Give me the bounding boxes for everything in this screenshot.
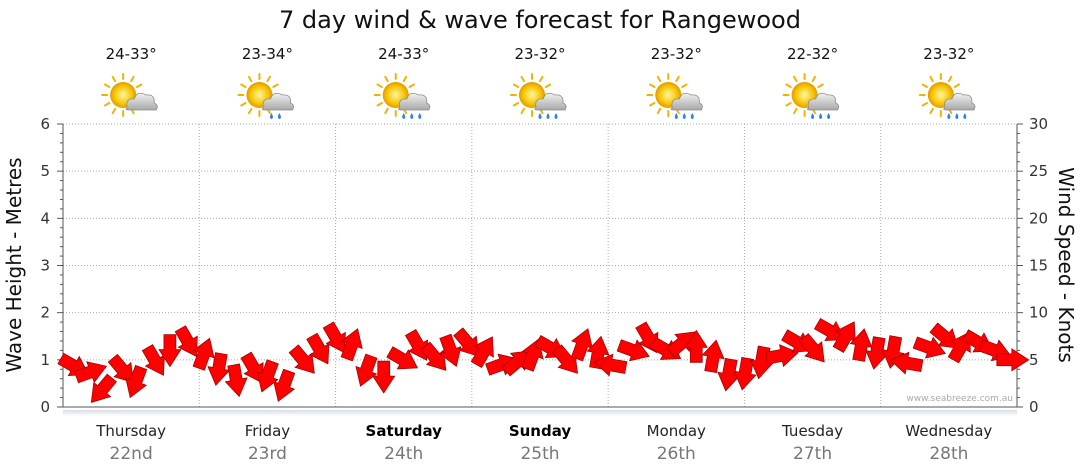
- temperature-range: 23-32°: [514, 45, 565, 63]
- day-date-label: 24th: [384, 444, 423, 464]
- wind-arrow: [701, 339, 725, 374]
- showers-icon: [510, 73, 567, 119]
- y-left-tick-label: 5: [40, 162, 50, 180]
- wind-arrow: [616, 339, 650, 362]
- wind-arrow: [593, 353, 628, 377]
- wind-arrow: [256, 359, 279, 393]
- credit-text: www.seabreeze.com.au: [906, 394, 1013, 404]
- y-right-tick-label: 0: [1029, 398, 1039, 416]
- temperature-range: 24-33°: [378, 45, 429, 63]
- wave-height-axis: 0 1 2 3 4 5 6: [40, 115, 64, 416]
- chart-title: 7 day wind & wave forecast for Rangewood: [279, 6, 801, 34]
- showers-icon: [782, 73, 840, 119]
- wind-arrow: [765, 344, 799, 368]
- plot-floor: [63, 410, 1017, 416]
- wind-arrow: [666, 331, 696, 358]
- wind-arrow: [355, 353, 378, 387]
- wind-arrow: [832, 321, 856, 353]
- wind-arrow: [386, 346, 419, 370]
- y-left-tick-label: 6: [40, 115, 50, 133]
- wind-arrow: [586, 335, 610, 370]
- temperature-range: 23-34°: [242, 45, 293, 63]
- day-name-label: Thursday: [95, 422, 166, 440]
- showers-icon: [646, 73, 703, 119]
- showers-icon: [373, 73, 431, 119]
- wind-arrow: [90, 373, 117, 404]
- y-right-tick-label: 30: [1029, 115, 1048, 133]
- wind-arrow: [717, 357, 741, 392]
- wind-arrow: [288, 344, 315, 374]
- wind-arrow: [570, 328, 593, 362]
- wind-arrow: [551, 344, 578, 374]
- wind-speed-axis: 0 5 10 15 20 25 30: [1016, 115, 1048, 416]
- y-right-label: Wind Speed - Knots: [1054, 167, 1078, 363]
- day-name-label: Sunday: [509, 422, 572, 440]
- wind-arrow: [372, 360, 396, 394]
- temperature-range: 23-32°: [651, 45, 702, 63]
- day-date-label: 26th: [657, 444, 696, 464]
- wind-arrow: [996, 348, 1030, 372]
- wind-arrow: [73, 361, 108, 384]
- wind-arrow: [107, 353, 134, 384]
- wind-arrow: [158, 334, 182, 368]
- partly-cloudy-icon: [101, 73, 158, 117]
- daily-weather-row: 24-33° 23-34° 24-33° 23-32° 23-32° 22-32° 23-3…: [101, 45, 976, 119]
- y-left-tick-label: 0: [40, 398, 50, 416]
- day-name-label: Monday: [647, 422, 706, 440]
- wind-arrow: [224, 363, 248, 398]
- y-left-label: Wave Height - Metres: [2, 157, 26, 372]
- temperature-range: 22-32°: [787, 45, 838, 63]
- wind-arrow: [174, 325, 198, 357]
- day-date-label: 25th: [520, 444, 559, 464]
- wind-arrow: [420, 341, 447, 371]
- wind-arrow: [439, 333, 462, 367]
- x-axis-labels: Thursday 22nd Friday 23rd Saturday 24th Sunday…: [95, 422, 992, 464]
- wind-arrow: [889, 351, 924, 375]
- y-right-tick-label: 25: [1029, 162, 1048, 180]
- day-name-label: Tuesday: [781, 422, 843, 440]
- day-date-label: 22nd: [110, 444, 153, 464]
- day-name-label: Saturday: [366, 422, 443, 440]
- temperature-range: 23-32°: [923, 45, 974, 63]
- chart-grid: [63, 123, 1017, 408]
- y-right-tick-label: 15: [1029, 257, 1048, 275]
- wind-arrow: [798, 333, 825, 363]
- y-right-tick-label: 5: [1029, 351, 1039, 369]
- wind-arrow: [306, 332, 330, 365]
- wind-arrow: [340, 328, 363, 362]
- showers-icon: [918, 73, 976, 119]
- y-left-tick-label: 2: [40, 304, 50, 322]
- wind-arrow: [141, 344, 165, 376]
- y-right-tick-label: 20: [1029, 209, 1048, 227]
- wind-arrow: [485, 353, 519, 376]
- wind-arrow: [192, 337, 215, 371]
- day-name-label: Wednesday: [905, 422, 992, 440]
- wind-arrow: [865, 336, 889, 370]
- y-left-tick-label: 4: [40, 209, 50, 227]
- day-date-label: 28th: [929, 444, 968, 464]
- temperature-range: 24-33°: [106, 45, 157, 63]
- wind-arrow: [125, 364, 148, 399]
- wind-arrows-series: [57, 317, 1030, 404]
- wind-arrow: [929, 322, 959, 349]
- wind-arrow: [273, 368, 296, 402]
- wind-arrow: [470, 336, 494, 369]
- light-rain-icon: [237, 73, 294, 119]
- day-date-label: 23rd: [248, 444, 287, 464]
- wind-arrow: [849, 328, 873, 362]
- wind-arrow: [207, 352, 231, 386]
- y-left-tick-label: 3: [40, 257, 50, 275]
- y-right-tick-label: 10: [1029, 304, 1048, 322]
- day-date-label: 27th: [793, 444, 832, 464]
- day-name-label: Friday: [245, 422, 291, 440]
- wind-arrow: [684, 329, 708, 363]
- y-left-tick-label: 1: [40, 351, 50, 369]
